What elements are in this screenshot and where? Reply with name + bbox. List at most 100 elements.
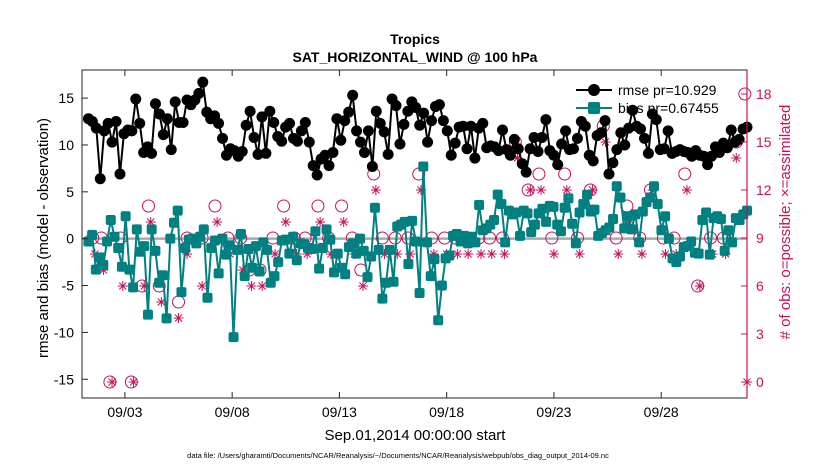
- y-tick-label: 5: [66, 184, 74, 200]
- obs-assimilated-marker: [315, 217, 326, 227]
- bias-point: [637, 206, 648, 217]
- bias-point: [492, 189, 503, 200]
- rmse-point: [512, 143, 524, 155]
- y-tick-label-right: 6: [756, 278, 764, 294]
- bias-point: [165, 233, 176, 244]
- rmse-point: [662, 125, 674, 137]
- bias-point: [146, 224, 157, 235]
- bias-point: [541, 216, 552, 227]
- bias-point: [578, 199, 589, 210]
- rmse-point: [378, 126, 390, 138]
- rmse-point: [595, 127, 607, 139]
- bias-point: [652, 199, 663, 210]
- rmse-series-layer: [82, 76, 753, 185]
- rmse-point: [177, 116, 189, 128]
- obs-assimilated-marker: [536, 185, 547, 195]
- x-tick-label: 09/28: [644, 404, 679, 420]
- obs-assimilated-marker: [476, 249, 486, 259]
- bias-point: [366, 251, 377, 262]
- bias-point: [429, 254, 440, 265]
- rmse-point: [603, 168, 615, 180]
- y-tick-label-right: 12: [756, 182, 772, 198]
- rmse-point: [355, 136, 367, 148]
- y-tick-label: -10: [54, 324, 74, 340]
- x-axis: 09/03 09/08 09/13 09/18 09/23 09/28: [107, 70, 679, 420]
- rmse-point: [398, 118, 410, 130]
- rmse-point: [165, 144, 177, 156]
- bias-point: [567, 218, 578, 229]
- legend-label: bias pr=0.67455: [618, 100, 719, 116]
- rmse-point: [169, 96, 181, 108]
- bias-point: [120, 211, 131, 222]
- bias-point: [626, 224, 637, 235]
- bias-point: [213, 268, 224, 279]
- obs-possible-marker: [208, 199, 222, 213]
- obs-possible-marker: [375, 231, 389, 245]
- rmse-point: [520, 166, 532, 178]
- bias-point: [410, 236, 421, 247]
- bias-point: [488, 214, 499, 225]
- obs-assimilated-marker: [525, 185, 536, 195]
- rmse-point: [552, 159, 564, 171]
- obs-assimilated-marker: [117, 281, 128, 291]
- y-tick-label: 0: [66, 231, 74, 247]
- bias-point: [124, 264, 135, 275]
- rmse-point: [635, 123, 647, 135]
- rmse-point: [410, 101, 422, 113]
- bias-point: [228, 332, 239, 343]
- bias-point: [470, 237, 481, 248]
- bias-point: [474, 199, 485, 210]
- obs-assimilated-marker: [731, 153, 742, 163]
- bias-point: [262, 244, 273, 255]
- rmse-point: [571, 132, 583, 144]
- bias-point: [128, 282, 139, 293]
- bias-point: [715, 214, 726, 225]
- rmse-point: [414, 119, 426, 131]
- bias-point: [604, 222, 615, 233]
- bias-point: [388, 276, 399, 287]
- bias-point: [332, 248, 343, 259]
- bias-point: [288, 231, 299, 242]
- rmse-point: [433, 99, 445, 111]
- rmse-point: [366, 161, 378, 173]
- rmse-point: [394, 138, 406, 150]
- obs-possible-marker: [738, 87, 752, 101]
- rmse-point: [497, 124, 509, 136]
- obs-possible-marker: [558, 167, 572, 181]
- bias-point: [221, 249, 232, 260]
- bias-point: [422, 237, 433, 248]
- bias-point: [109, 231, 120, 242]
- rmse-point: [343, 106, 355, 118]
- rmse-point: [579, 120, 591, 132]
- rmse-point: [469, 152, 481, 164]
- bias-point: [180, 243, 191, 254]
- bias-point: [362, 272, 373, 283]
- bias-point: [87, 229, 98, 240]
- bias-point: [98, 259, 109, 270]
- bias-point: [325, 234, 336, 245]
- bias-point: [176, 287, 187, 298]
- bias-point: [105, 214, 116, 225]
- bias-point: [727, 237, 738, 248]
- bias-point: [611, 181, 622, 192]
- bias-point: [496, 199, 507, 210]
- chart-subtitle: SAT_HORIZONTAL_WIND @ 100 hPa: [293, 49, 538, 65]
- rmse-point: [161, 113, 173, 125]
- bias-point: [608, 214, 619, 225]
- bias-point: [340, 269, 351, 280]
- legend: rmse pr=10.929 bias pr=0.67455: [576, 82, 719, 116]
- rmse-point: [149, 98, 161, 110]
- bias-point: [555, 226, 566, 237]
- rmse-point: [477, 117, 489, 129]
- rmse-point: [134, 117, 146, 129]
- rmse-point: [516, 158, 528, 170]
- obs-possible-marker: [335, 199, 349, 213]
- legend-marker: [588, 84, 600, 96]
- y-axis-right: 0 3 6 9 12 15 18: [741, 70, 772, 398]
- bias-point: [723, 225, 734, 236]
- obs-possible-marker: [678, 167, 692, 181]
- bias-point: [529, 219, 540, 230]
- rmse-point: [461, 143, 473, 155]
- bias-point: [704, 249, 715, 260]
